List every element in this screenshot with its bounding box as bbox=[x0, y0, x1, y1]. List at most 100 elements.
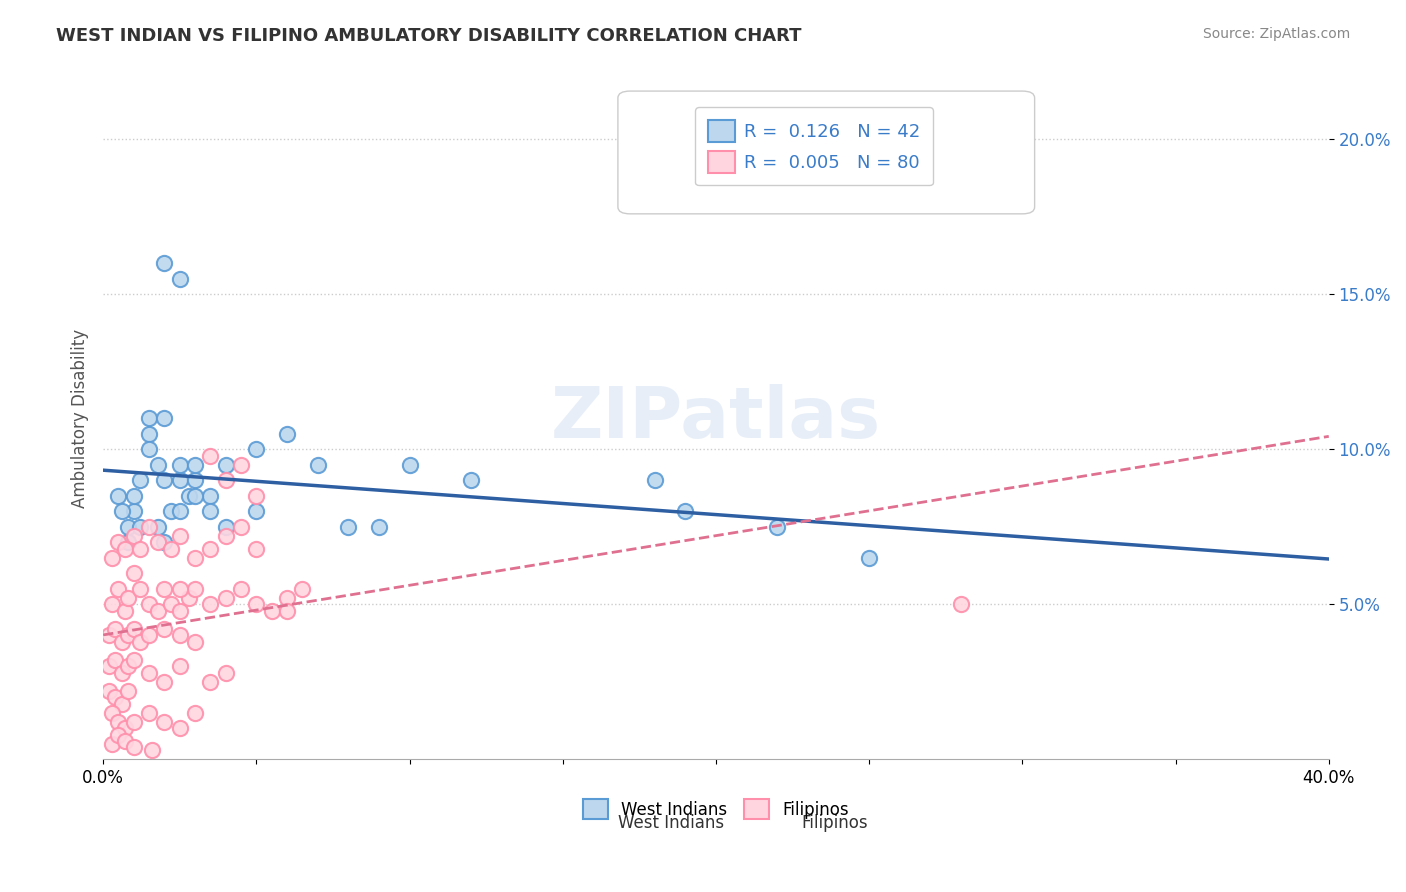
Point bbox=[153, 535, 176, 549]
Point bbox=[245, 541, 267, 556]
Point bbox=[184, 551, 207, 566]
Point bbox=[858, 551, 880, 566]
Point bbox=[117, 659, 139, 673]
Point bbox=[104, 690, 127, 705]
Point bbox=[169, 272, 191, 286]
Point bbox=[138, 628, 160, 642]
Point bbox=[114, 604, 136, 618]
Point bbox=[673, 504, 696, 518]
Point bbox=[107, 582, 129, 596]
Point bbox=[153, 622, 176, 636]
Point bbox=[184, 634, 207, 648]
Point bbox=[260, 604, 283, 618]
Point bbox=[138, 665, 160, 680]
Point bbox=[177, 489, 200, 503]
Point bbox=[107, 715, 129, 730]
Point bbox=[215, 520, 238, 534]
Point bbox=[129, 474, 152, 488]
Point bbox=[138, 706, 160, 720]
Point bbox=[122, 566, 145, 581]
Point bbox=[200, 504, 222, 518]
Point bbox=[276, 426, 298, 441]
Point bbox=[114, 734, 136, 748]
Point bbox=[153, 675, 176, 690]
Point bbox=[110, 697, 132, 711]
Text: Filipinos: Filipinos bbox=[801, 814, 869, 832]
Point bbox=[169, 582, 191, 596]
Point bbox=[177, 591, 200, 606]
Text: West Indians: West Indians bbox=[617, 814, 724, 832]
Point bbox=[138, 442, 160, 457]
Point bbox=[138, 598, 160, 612]
Point bbox=[122, 622, 145, 636]
Point bbox=[245, 442, 267, 457]
Point bbox=[101, 706, 124, 720]
Point bbox=[101, 737, 124, 751]
Point bbox=[98, 684, 121, 698]
Point bbox=[114, 541, 136, 556]
Point bbox=[138, 411, 160, 425]
Point bbox=[215, 458, 238, 472]
Point bbox=[148, 458, 170, 472]
Point bbox=[229, 458, 252, 472]
Point bbox=[138, 426, 160, 441]
Point bbox=[200, 598, 222, 612]
Point bbox=[367, 520, 389, 534]
Point bbox=[245, 598, 267, 612]
Point bbox=[117, 535, 139, 549]
Point bbox=[215, 529, 238, 543]
Point bbox=[110, 504, 132, 518]
Point bbox=[98, 628, 121, 642]
Point bbox=[122, 504, 145, 518]
Point bbox=[184, 458, 207, 472]
Point bbox=[104, 622, 127, 636]
Point bbox=[129, 582, 152, 596]
Point bbox=[200, 675, 222, 690]
Point bbox=[169, 722, 191, 736]
Point bbox=[398, 458, 420, 472]
Point bbox=[229, 582, 252, 596]
Point bbox=[169, 529, 191, 543]
Point bbox=[200, 449, 222, 463]
Point bbox=[245, 489, 267, 503]
Point bbox=[169, 458, 191, 472]
Point bbox=[159, 504, 181, 518]
Point bbox=[129, 520, 152, 534]
Point bbox=[117, 628, 139, 642]
Point bbox=[122, 715, 145, 730]
Point bbox=[129, 541, 152, 556]
Point bbox=[337, 520, 360, 534]
Point bbox=[276, 604, 298, 618]
Text: WEST INDIAN VS FILIPINO AMBULATORY DISABILITY CORRELATION CHART: WEST INDIAN VS FILIPINO AMBULATORY DISAB… bbox=[56, 27, 801, 45]
Point bbox=[110, 634, 132, 648]
Point bbox=[184, 582, 207, 596]
Point bbox=[215, 665, 238, 680]
Point bbox=[107, 728, 129, 742]
Point bbox=[122, 740, 145, 755]
Point bbox=[148, 535, 170, 549]
Point bbox=[107, 535, 129, 549]
Point bbox=[114, 722, 136, 736]
Point bbox=[159, 598, 181, 612]
Point bbox=[184, 489, 207, 503]
Point bbox=[215, 591, 238, 606]
Point bbox=[122, 653, 145, 667]
Point bbox=[950, 598, 973, 612]
Point bbox=[766, 520, 789, 534]
Point bbox=[122, 529, 145, 543]
Point bbox=[141, 743, 163, 757]
Point bbox=[107, 489, 129, 503]
Point bbox=[159, 541, 181, 556]
Point bbox=[169, 628, 191, 642]
Point bbox=[98, 659, 121, 673]
Legend: West Indians, Filipinos: West Indians, Filipinos bbox=[576, 792, 856, 826]
Point bbox=[101, 551, 124, 566]
Point bbox=[200, 541, 222, 556]
Point bbox=[184, 474, 207, 488]
Point bbox=[169, 659, 191, 673]
Point bbox=[122, 489, 145, 503]
Point bbox=[644, 474, 666, 488]
Point bbox=[153, 582, 176, 596]
Point bbox=[104, 653, 127, 667]
Point bbox=[245, 504, 267, 518]
